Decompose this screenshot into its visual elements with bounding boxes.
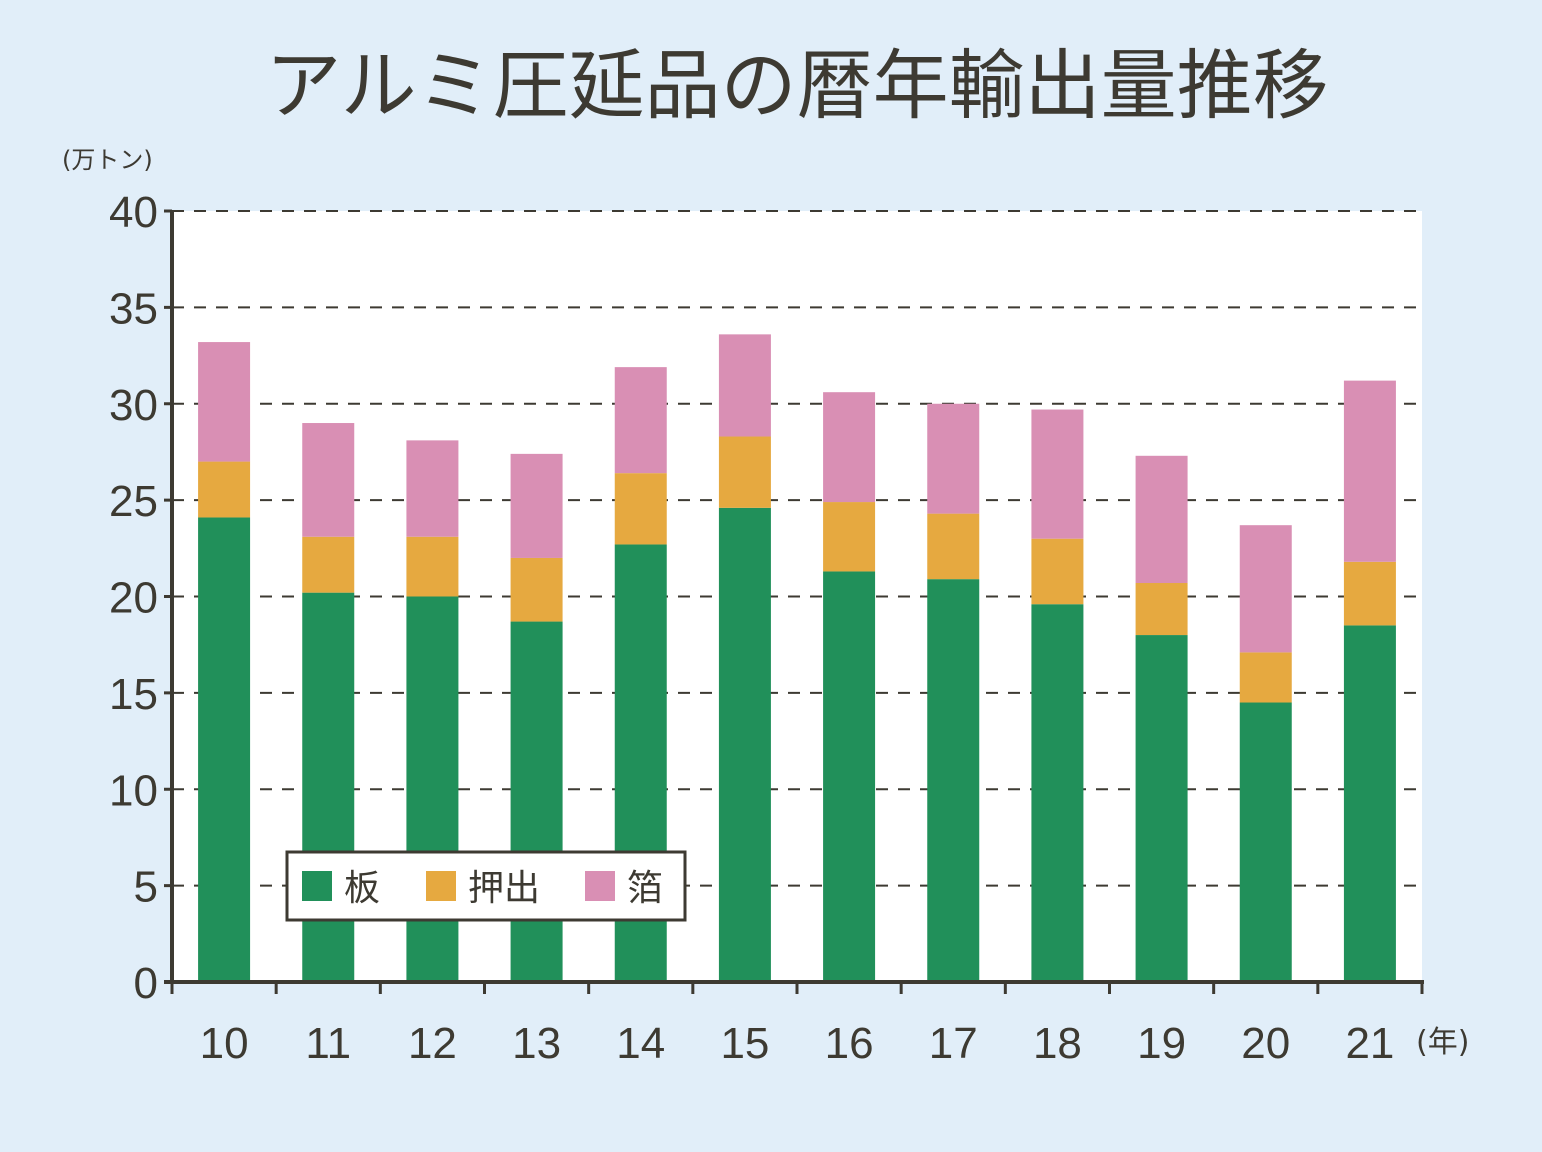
bar-segment-箔 [1135, 455, 1188, 584]
bar-segment-板 [1031, 604, 1084, 982]
y-tick-label: 25 [109, 477, 158, 526]
bar-segment-板 [927, 579, 980, 982]
x-tick-label: 12 [408, 1019, 457, 1068]
bar-segment-板 [406, 596, 459, 982]
bar-segment-押出 [406, 536, 459, 597]
bar-segment-箔 [510, 453, 563, 558]
x-tick-label: 20 [1241, 1019, 1290, 1068]
bar-segment-押出 [1031, 538, 1084, 605]
bar-segment-押出 [302, 536, 355, 593]
bar-segment-板 [1135, 635, 1188, 982]
y-tick-label: 35 [109, 284, 158, 333]
x-axis-unit: (年) [1416, 1025, 1469, 1060]
legend-swatch [426, 871, 456, 901]
bar-segment-箔 [927, 403, 980, 514]
x-tick-label: 16 [825, 1019, 874, 1068]
y-tick-label: 15 [109, 670, 158, 719]
legend-label: 板 [344, 868, 380, 909]
bar-segment-押出 [614, 473, 667, 545]
bar-segment-箔 [406, 440, 459, 537]
bar-segment-箔 [823, 392, 876, 503]
x-tick-label: 17 [929, 1019, 978, 1068]
bar-segment-箔 [198, 342, 251, 462]
y-tick-label: 5 [134, 863, 158, 912]
legend-swatch [585, 871, 615, 901]
legend [285, 850, 687, 922]
bar-segment-箔 [614, 367, 667, 474]
bar-segment-箔 [302, 423, 355, 537]
bar-segment-板 [718, 507, 771, 982]
bar-segment-板 [823, 571, 876, 982]
y-axis-unit: (万トン) [62, 146, 153, 174]
bar-segment-板 [198, 517, 251, 982]
x-tick-label: 19 [1137, 1019, 1186, 1068]
y-tick-label: 10 [109, 766, 158, 815]
y-tick-label: 20 [109, 574, 158, 623]
bar-segment-箔 [1239, 525, 1292, 653]
chart-title: アルミ圧延品の暦年輸出量推移 [265, 41, 1328, 130]
bar-segment-箔 [1031, 409, 1084, 539]
y-tick-label: 30 [109, 381, 158, 430]
y-tick-label: 0 [134, 959, 158, 1008]
x-tick-label: 11 [305, 1019, 351, 1068]
bar-segment-押出 [823, 502, 876, 572]
bar-segment-押出 [1343, 561, 1396, 626]
bar-segment-押出 [198, 461, 251, 518]
legend-swatch [302, 871, 332, 901]
legend-label: 押出 [468, 868, 540, 909]
bar-segment-板 [510, 621, 563, 982]
x-tick-label: 15 [720, 1019, 769, 1068]
x-tick-label: 14 [616, 1019, 665, 1068]
bar-segment-押出 [510, 557, 563, 622]
bar-segment-押出 [1239, 652, 1292, 703]
bar-segment-押出 [1135, 583, 1188, 636]
x-tick-label: 18 [1033, 1019, 1082, 1068]
bar-segment-板 [302, 592, 355, 982]
bar-segment-押出 [927, 513, 980, 580]
bar-segment-板 [1239, 702, 1292, 982]
bar-segment-箔 [1343, 380, 1396, 562]
x-tick-label: 13 [512, 1019, 561, 1068]
bar-segment-箔 [718, 334, 771, 437]
x-tick-label: 21 [1345, 1019, 1394, 1068]
bar-segment-板 [1343, 625, 1396, 982]
legend-label: 箔 [627, 868, 663, 909]
x-tick-label: 10 [200, 1019, 249, 1068]
bar-segment-押出 [718, 436, 771, 508]
y-tick-label: 40 [109, 188, 158, 237]
